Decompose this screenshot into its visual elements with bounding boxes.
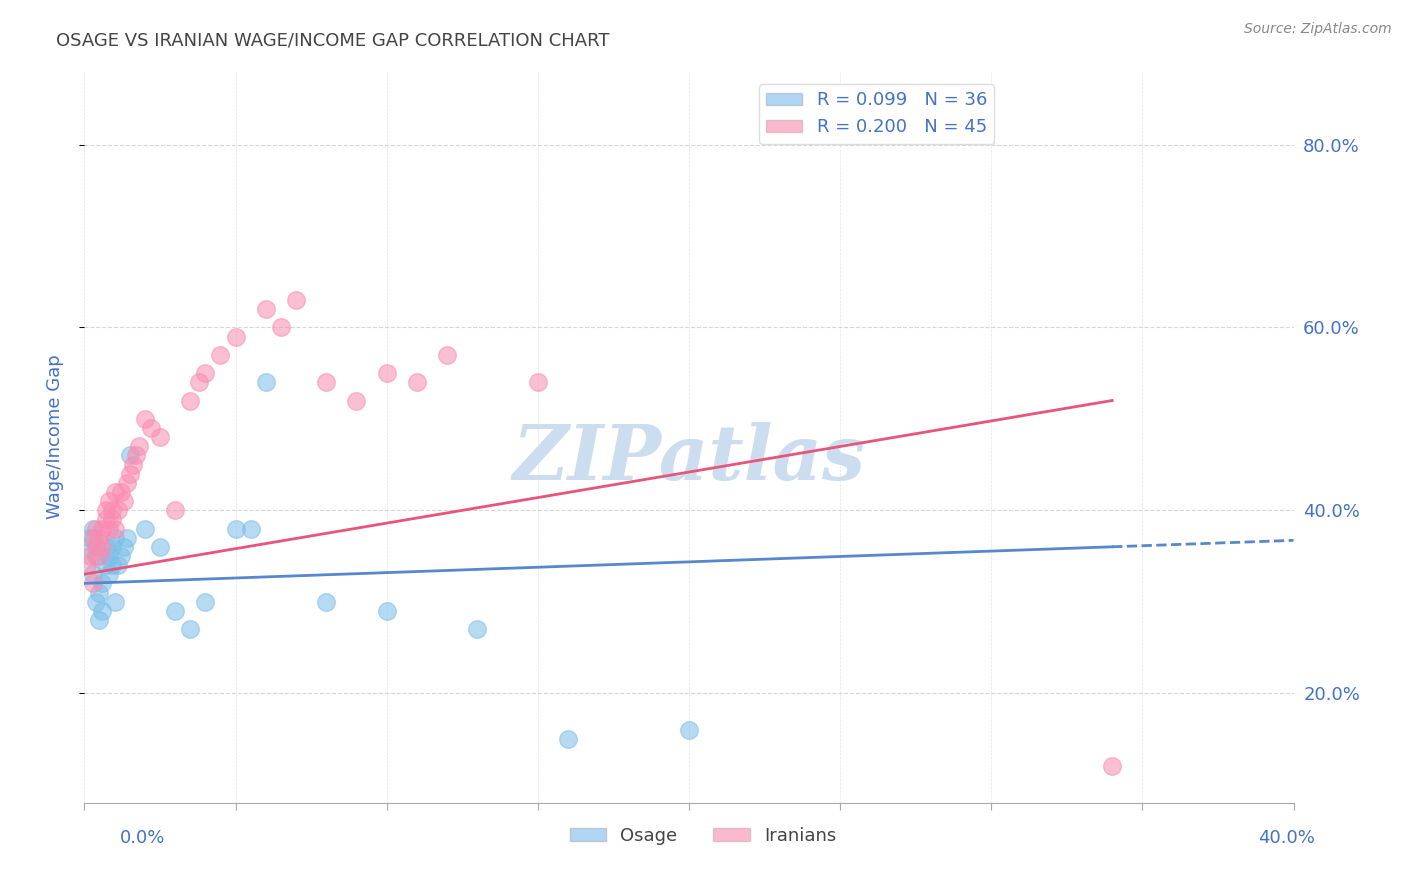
Point — [149, 540, 172, 554]
Point — [115, 531, 138, 545]
Point — [82, 567, 104, 582]
Point — [270, 320, 292, 334]
Point — [89, 585, 111, 599]
Point — [97, 521, 120, 535]
Point — [149, 430, 172, 444]
Point — [406, 375, 429, 389]
Point — [82, 531, 104, 545]
Point — [194, 594, 217, 608]
Point — [76, 540, 98, 554]
Text: ZIPatlas: ZIPatlas — [512, 422, 866, 496]
Point — [91, 576, 114, 591]
Legend: R = 0.099   N = 36, R = 0.200   N = 45: R = 0.099 N = 36, R = 0.200 N = 45 — [759, 84, 994, 144]
Point — [436, 348, 458, 362]
Point — [97, 494, 120, 508]
Point — [239, 521, 262, 535]
Text: 40.0%: 40.0% — [1258, 829, 1315, 847]
Point — [315, 594, 337, 608]
Point — [89, 549, 111, 563]
Point — [104, 531, 127, 545]
Point — [557, 731, 579, 746]
Point — [110, 485, 132, 500]
Point — [94, 558, 117, 573]
Point — [86, 594, 108, 608]
Point — [115, 475, 138, 490]
Point — [91, 604, 114, 618]
Point — [375, 604, 398, 618]
Point — [165, 604, 187, 618]
Point — [94, 503, 117, 517]
Point — [194, 366, 217, 380]
Point — [100, 540, 122, 554]
Point — [112, 540, 135, 554]
Point — [110, 549, 132, 563]
Point — [104, 521, 127, 535]
Point — [118, 467, 141, 481]
Point — [97, 549, 120, 563]
Text: OSAGE VS IRANIAN WAGE/INCOME GAP CORRELATION CHART: OSAGE VS IRANIAN WAGE/INCOME GAP CORRELA… — [56, 31, 610, 49]
Point — [104, 594, 127, 608]
Point — [79, 531, 101, 545]
Point — [134, 412, 156, 426]
Point — [209, 348, 232, 362]
Point — [134, 521, 156, 535]
Point — [254, 375, 277, 389]
Point — [107, 503, 129, 517]
Point — [188, 375, 211, 389]
Legend: Osage, Iranians: Osage, Iranians — [562, 820, 844, 852]
Point — [76, 558, 98, 573]
Point — [104, 485, 127, 500]
Point — [94, 540, 117, 554]
Point — [86, 549, 108, 563]
Point — [91, 521, 114, 535]
Text: Source: ZipAtlas.com: Source: ZipAtlas.com — [1244, 22, 1392, 37]
Point — [375, 366, 398, 380]
Point — [285, 293, 308, 307]
Point — [118, 448, 141, 462]
Point — [100, 558, 122, 573]
Point — [107, 558, 129, 573]
Point — [86, 521, 108, 535]
Point — [79, 549, 101, 563]
Point — [89, 531, 111, 545]
Point — [100, 503, 122, 517]
Point — [125, 448, 148, 462]
Point — [467, 622, 489, 636]
Point — [86, 540, 108, 554]
Point — [91, 540, 114, 554]
Point — [128, 439, 150, 453]
Point — [315, 375, 337, 389]
Point — [112, 494, 135, 508]
Text: 0.0%: 0.0% — [120, 829, 165, 847]
Point — [89, 613, 111, 627]
Point — [1101, 759, 1123, 773]
Point — [121, 458, 143, 472]
Point — [346, 393, 368, 408]
Point — [100, 512, 122, 526]
Point — [97, 567, 120, 582]
Point — [82, 521, 104, 535]
Point — [527, 375, 550, 389]
Point — [225, 329, 247, 343]
Point — [254, 302, 277, 317]
Point — [165, 503, 187, 517]
Point — [225, 521, 247, 535]
Point — [94, 512, 117, 526]
Point — [179, 622, 201, 636]
Point — [678, 723, 700, 737]
Point — [179, 393, 201, 408]
Point — [139, 421, 162, 435]
Point — [82, 576, 104, 591]
Y-axis label: Wage/Income Gap: Wage/Income Gap — [45, 355, 63, 519]
